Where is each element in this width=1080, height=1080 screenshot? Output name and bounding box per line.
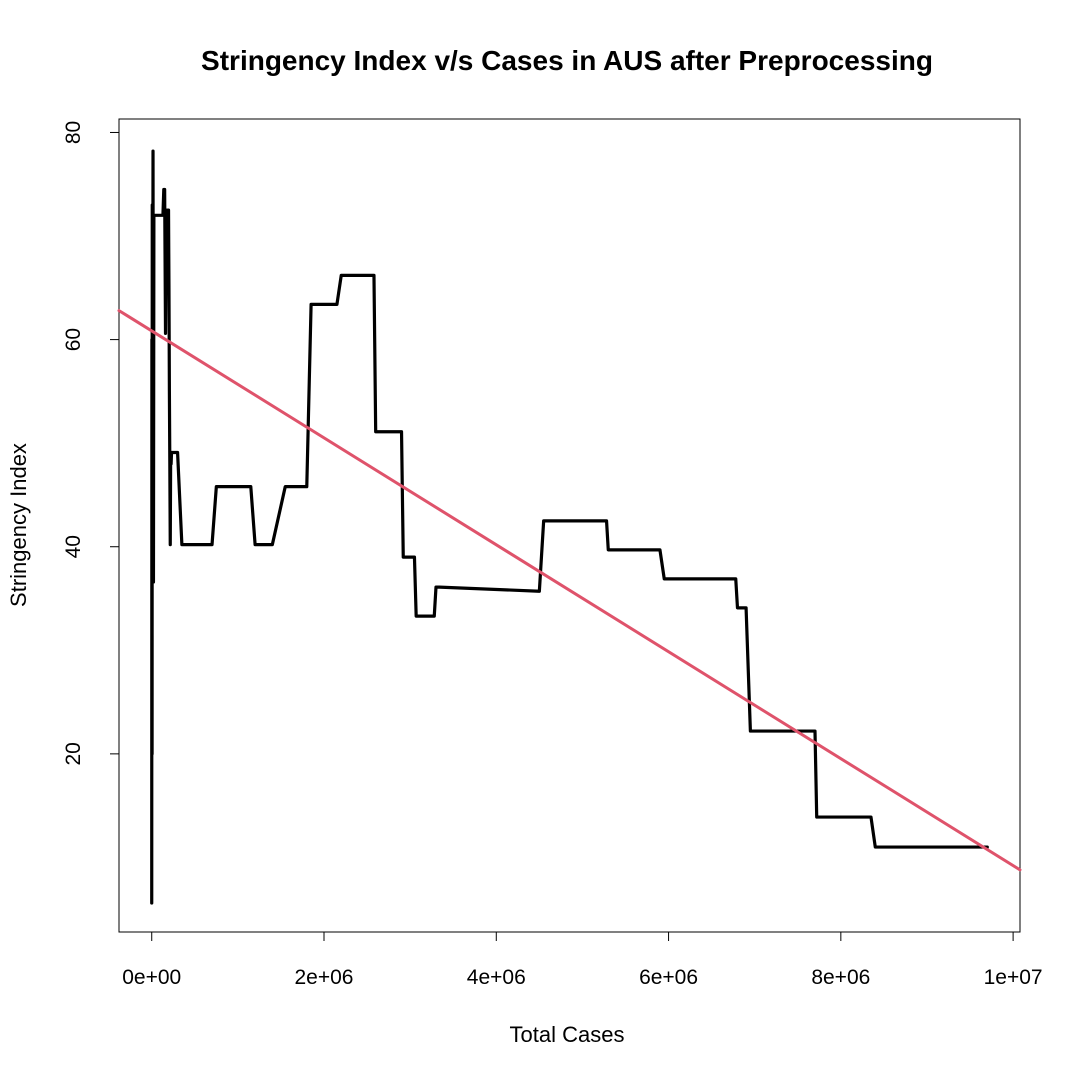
chart-title: Stringency Index v/s Cases in AUS after … bbox=[201, 45, 933, 76]
x-axis: 0e+00 2e+06 4e+06 6e+06 8e+06 1e+07 bbox=[122, 931, 1043, 989]
x-tick-label: 6e+06 bbox=[639, 966, 698, 989]
x-tick-label: 0e+00 bbox=[122, 966, 181, 989]
regression-line bbox=[117, 309, 1022, 872]
stringency-series-line bbox=[150, 149, 989, 905]
x-tick-label: 4e+06 bbox=[467, 966, 526, 989]
y-axis-label: Stringency Index bbox=[6, 443, 31, 607]
y-tick-label: 20 bbox=[62, 742, 85, 765]
plot-area bbox=[117, 149, 1022, 905]
x-tick-label: 2e+06 bbox=[295, 966, 354, 989]
y-axis: 20 40 60 80 bbox=[62, 121, 120, 766]
x-tick-label: 1e+07 bbox=[984, 966, 1043, 989]
y-tick-label: 80 bbox=[62, 121, 85, 144]
x-tick-label: 8e+06 bbox=[811, 966, 870, 989]
x-axis-label: Total Cases bbox=[510, 1022, 625, 1047]
y-tick-label: 40 bbox=[62, 535, 85, 558]
y-tick-label: 60 bbox=[62, 328, 85, 351]
